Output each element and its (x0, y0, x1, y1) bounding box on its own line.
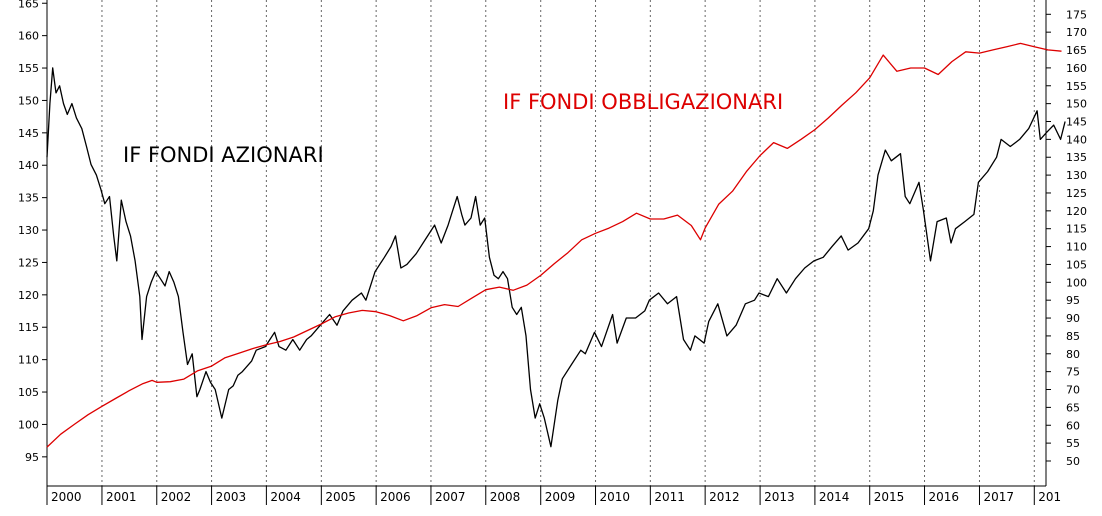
series-label-obbligazionari: IF FONDI OBBLIGAZIONARI (503, 90, 783, 114)
right-y-tick-label: 125 (1066, 187, 1087, 200)
left-y-tick-label: 120 (18, 289, 39, 302)
x-axis: 2000 2001 2002 2003 2004 2005 2006 2007 2008 2009… (46, 485, 1061, 505)
left-y-tick-label: 135 (18, 192, 39, 205)
right-y-tick-label: 105 (1066, 258, 1087, 271)
x-tick-label: 2012 (709, 490, 740, 504)
x-tick-label: 2017 (983, 490, 1014, 504)
x-tick-label: 2015 (874, 490, 905, 504)
right-y-tick-label: 140 (1066, 133, 1087, 146)
right-y-tick-label: 80 (1066, 348, 1080, 361)
plot-area-background (47, 0, 1046, 486)
right-y-axis: 50 55 60 65 70 75 80 85 90 95 100 105 110 115 120 125 13… (1045, 0, 1087, 486)
right-y-tick-label: 175 (1066, 8, 1087, 21)
right-y-tick-label: 155 (1066, 80, 1087, 93)
left-y-tick-label: 105 (18, 386, 39, 399)
x-tick-label: 2016 (929, 490, 960, 504)
left-y-tick-label: 115 (18, 321, 39, 334)
x-tick-label: 2009 (545, 490, 576, 504)
left-y-tick-label: 130 (18, 224, 39, 237)
right-y-tick-label: 135 (1066, 151, 1087, 164)
series-label-azionari: IF FONDI AZIONARI (123, 143, 324, 167)
left-y-tick-label: 145 (18, 127, 39, 140)
left-y-tick-label: 110 (18, 354, 39, 367)
x-tick-label: 2008 (490, 490, 521, 504)
right-y-tick-label: 115 (1066, 223, 1087, 236)
right-y-tick-label: 95 (1066, 294, 1080, 307)
x-tick-label: 2005 (325, 490, 356, 504)
year-gridlines (101, 0, 1035, 486)
x-tick-label: 2013 (764, 490, 795, 504)
right-y-tick-label: 150 (1066, 98, 1087, 111)
right-y-tick-label: 100 (1066, 276, 1087, 289)
left-y-tick-label: 155 (18, 62, 39, 75)
left-y-tick-label: 100 (18, 418, 39, 431)
x-tick-label: 2011 (654, 490, 685, 504)
left-y-tick-label: 160 (18, 30, 39, 43)
left-y-tick-label: 140 (18, 159, 39, 172)
x-tick-label: 2007 (435, 490, 466, 504)
series-line-0 (46, 67, 1066, 448)
right-y-tick-label: 85 (1066, 330, 1080, 343)
right-y-tick-label: 120 (1066, 205, 1087, 218)
x-tick-label: 2003 (216, 490, 247, 504)
right-y-tick-label: 55 (1066, 437, 1080, 450)
x-tick-label: 2010 (600, 490, 631, 504)
x-tick-label: 2014 (819, 490, 850, 504)
right-y-tick-label: 90 (1066, 312, 1080, 325)
x-tick-label: 201 (1038, 490, 1061, 504)
left-y-tick-label: 95 (25, 451, 39, 464)
right-y-tick-label: 70 (1066, 384, 1080, 397)
right-y-tick-label: 130 (1066, 169, 1087, 182)
left-y-tick-label: 150 (18, 94, 39, 107)
x-tick-label: 2006 (380, 490, 411, 504)
x-tick-label: 2004 (270, 490, 301, 504)
right-y-tick-label: 170 (1066, 26, 1087, 39)
series-layer (46, 42, 1066, 448)
right-y-tick-label: 165 (1066, 44, 1087, 57)
right-y-tick-label: 75 (1066, 366, 1080, 379)
series-line-1 (46, 42, 1062, 448)
left-y-tick-label: 165 (18, 0, 39, 10)
right-y-tick-label: 160 (1066, 62, 1087, 75)
left-y-axis: 95 100 105 110 115 120 125 130 135 140 145 150 155 16… (18, 0, 48, 486)
right-y-tick-label: 50 (1066, 455, 1080, 468)
x-tick-label: 2002 (161, 490, 192, 504)
right-y-tick-label: 65 (1066, 401, 1080, 414)
x-tick-label: 2000 (51, 490, 82, 504)
right-y-tick-label: 110 (1066, 241, 1087, 254)
right-y-tick-label: 145 (1066, 116, 1087, 129)
x-tick-label: 2001 (106, 490, 137, 504)
right-y-tick-label: 60 (1066, 419, 1080, 432)
left-y-tick-label: 125 (18, 256, 39, 269)
